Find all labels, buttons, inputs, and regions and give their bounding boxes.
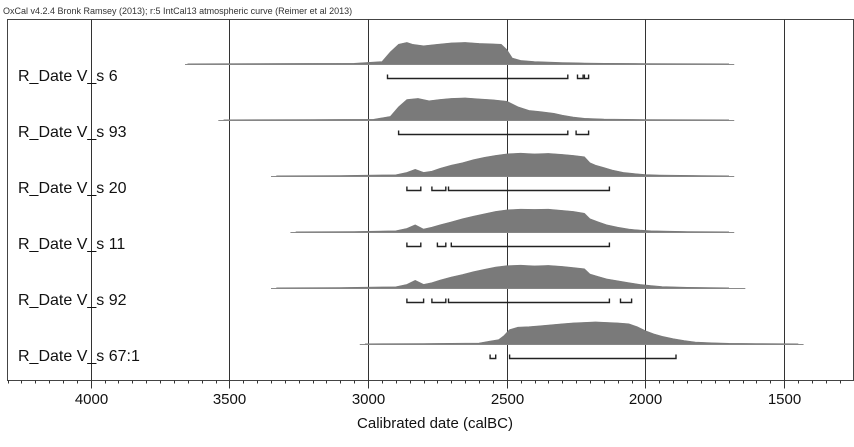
series-row: R_Date V_s 93	[18, 98, 734, 141]
range-bracket	[576, 131, 589, 135]
range-bracket	[449, 299, 610, 303]
range-bracket	[437, 243, 445, 247]
distribution-area	[277, 265, 729, 288]
range-bracket	[621, 299, 632, 303]
range-bracket	[490, 355, 496, 359]
distribution-area	[188, 42, 729, 64]
x-tick-label-3500: 3500	[213, 391, 246, 408]
series-layer: R_Date V_s 6 R_Date V_s 93 R_Date V_s 20 R_…	[18, 42, 804, 365]
x-tick-label-3000: 3000	[352, 391, 385, 408]
range-bracket	[451, 243, 609, 247]
series-label: R_Date V_s 11	[18, 236, 125, 253]
range-bracket	[407, 243, 421, 247]
distribution-area	[296, 209, 729, 232]
distribution-area	[224, 98, 729, 120]
range-bracket	[407, 187, 421, 191]
range-bracket	[432, 187, 446, 191]
series-label: R_Date V_s 20	[18, 180, 127, 197]
range-bracket	[388, 75, 568, 79]
plot-frame	[8, 20, 854, 381]
range-bracket	[449, 187, 610, 191]
series-row: R_Date V_s 6	[18, 42, 734, 85]
series-row: R_Date V_s 11	[18, 209, 734, 253]
series-row: R_Date V_s 20	[18, 153, 734, 197]
range-bracket	[399, 131, 568, 135]
range-bracket	[584, 75, 588, 79]
x-tick-label-1500: 1500	[768, 391, 801, 408]
range-bracket	[432, 299, 446, 303]
x-tick-label-2000: 2000	[629, 391, 662, 408]
chart-header: OxCal v4.2.4 Bronk Ramsey (2013); r:5 In…	[3, 6, 352, 16]
series-row: R_Date V_s 92	[18, 265, 745, 309]
series-label: R_Date V_s 6	[18, 68, 118, 85]
x-axis-label: Calibrated date (calBC)	[357, 415, 513, 432]
series-row: R_Date V_s 67:1	[18, 322, 804, 365]
series-label: R_Date V_s 93	[18, 124, 127, 141]
series-label: R_Date V_s 92	[18, 292, 127, 309]
range-bracket	[407, 299, 424, 303]
grid-lines	[92, 20, 785, 381]
range-bracket	[510, 355, 676, 359]
distribution-area	[277, 153, 729, 176]
x-tick-label-2500: 2500	[491, 391, 524, 408]
x-tick-label-4000: 4000	[75, 391, 108, 408]
distribution-area	[365, 322, 798, 344]
x-axis: 4000 3500 3000 2500 2000 1500	[9, 381, 854, 409]
range-bracket	[578, 75, 584, 79]
series-label: R_Date V_s 67:1	[18, 348, 140, 365]
